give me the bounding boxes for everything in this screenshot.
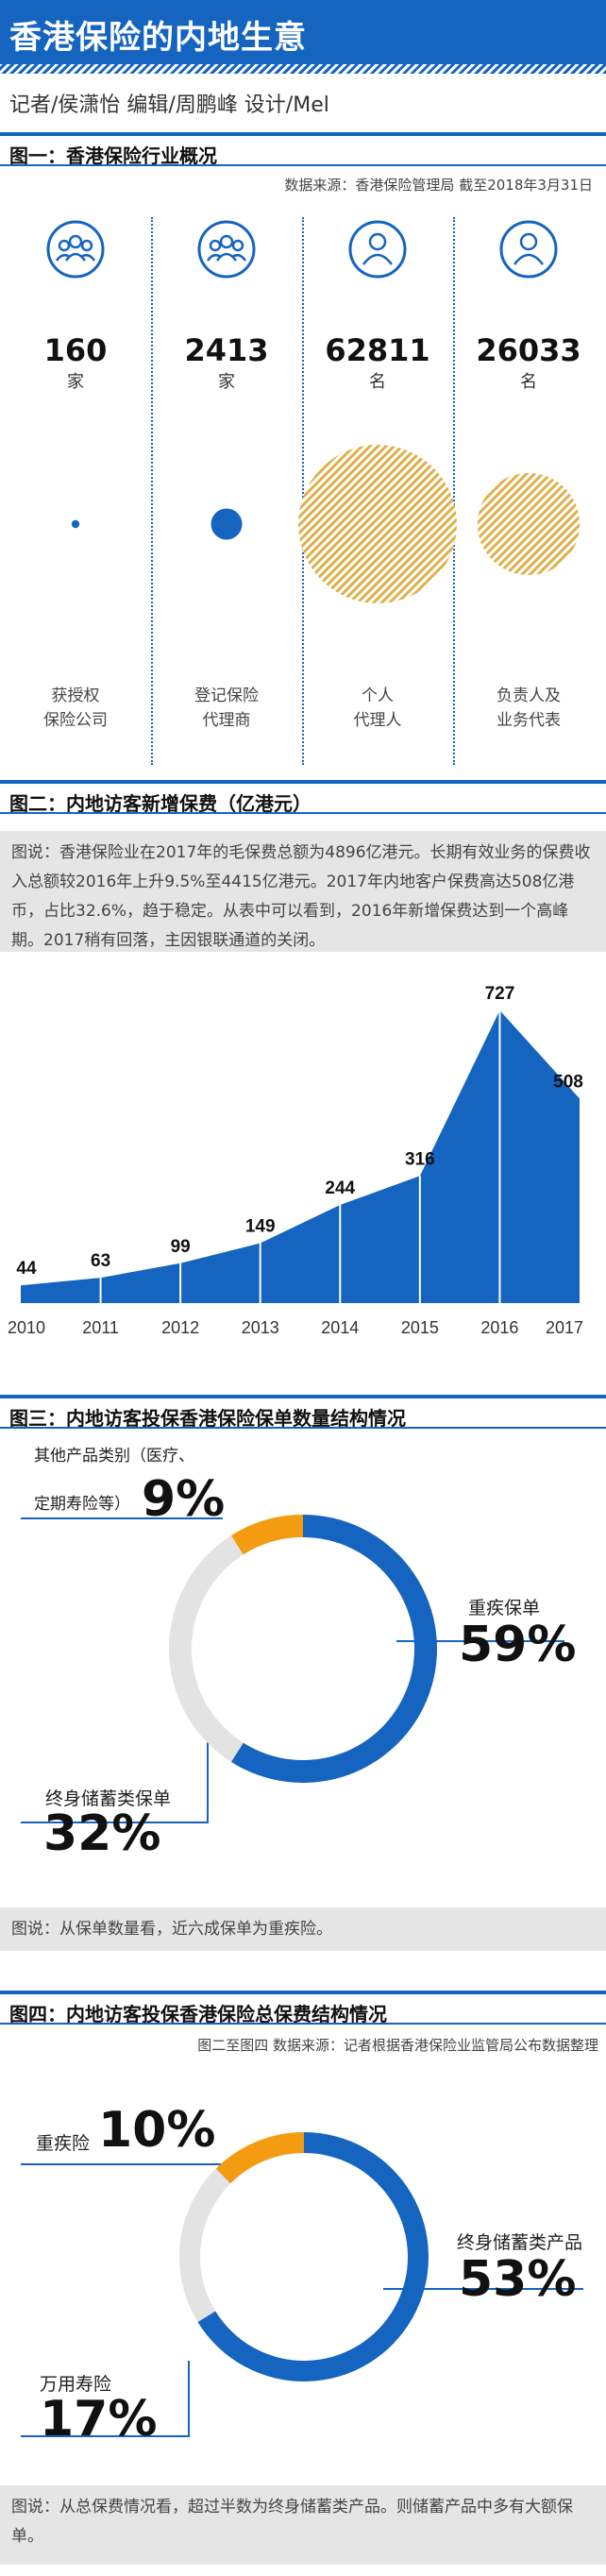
bubble-2413	[210, 508, 243, 540]
donut-chart-policy-count	[21, 1515, 564, 1823]
column-divider	[302, 217, 304, 765]
stat-name: 个人 代理人	[353, 686, 402, 730]
area-chart: 44 63 99 149 244 316 727 508 2010 2011 2012 2013 201…	[8, 984, 583, 1337]
data-label: 63	[91, 1251, 110, 1271]
stat-number: 26033	[476, 332, 581, 368]
stat-number: 62811	[325, 332, 430, 368]
bubble-160	[71, 519, 80, 529]
stat-unit: 家	[67, 372, 84, 392]
slice-critical-illness	[230, 1515, 437, 1783]
label-other-line1: 其他产品类别（医疗、	[34, 1447, 194, 1466]
section3-title: 图三：内地访客投保香港保险保单数量结构情况	[9, 1407, 406, 1430]
group-icon	[196, 219, 257, 280]
section2-title: 图二：内地访客新增保费（亿港元）	[9, 792, 311, 815]
area-series	[21, 1010, 580, 1303]
data-label: 316	[405, 1149, 435, 1169]
byline: 记者/侯潇怡 编辑/周鹏峰 设计/Mel	[9, 93, 329, 117]
stat-number: 2413	[184, 332, 269, 368]
x-tick-label: 2013	[242, 1318, 279, 1337]
label-universal-life: 万用寿险	[40, 2374, 112, 2395]
person-icon	[498, 219, 559, 280]
section2-heading: 图二：内地访客新增保费（亿港元）	[0, 780, 606, 815]
stat-name: 登记保险 代理商	[194, 686, 259, 730]
section3-caption: 图说：从保单数量看，近六成保单为重疾险。	[0, 1907, 606, 1951]
page-header: 香港保险的内地生意	[0, 0, 606, 74]
section4-heading: 图四：内地访客投保香港保险总保费结构情况	[0, 1991, 606, 2025]
person-icon	[347, 219, 408, 280]
section1-title: 图一：香港保险行业概况	[9, 144, 217, 167]
x-tick-label: 2017	[546, 1318, 583, 1337]
bubble-26033	[477, 472, 581, 576]
data-label: 508	[553, 1072, 583, 1092]
donut-chart-premium	[21, 2132, 583, 2437]
section1-heading: 图一：香港保险行业概况	[0, 132, 606, 167]
group-icon	[45, 219, 106, 280]
stat-unit: 家	[218, 372, 235, 392]
slice-critical-illness	[215, 2132, 304, 2184]
stat-name: 负责人及 业务代表	[497, 686, 561, 730]
label-savings-percent: 32%	[43, 1805, 161, 1862]
x-tick-label: 2011	[82, 1318, 119, 1337]
stat-number: 160	[43, 332, 108, 368]
label-critical-illness: 重疾险	[36, 2133, 91, 2154]
column-divider	[453, 217, 455, 765]
label-universal-life-percent: 17%	[40, 2391, 158, 2448]
label-savings-percent: 53%	[459, 2251, 577, 2308]
data-label: 149	[245, 1216, 276, 1236]
leader-line	[21, 1739, 209, 1823]
label-savings: 终身储蓄类保单	[45, 1788, 172, 1809]
leader-line	[21, 2361, 190, 2437]
label-critical-illness-percent: 10%	[98, 2102, 216, 2159]
section3-heading: 图三：内地访客投保香港保险保单数量结构情况	[0, 1395, 606, 1430]
label-other-line2: 定期寿险等）	[34, 1495, 130, 1514]
slice-savings	[169, 1535, 244, 1762]
slice-universal-life	[179, 2168, 231, 2322]
stat-name: 获授权 保险公司	[43, 686, 108, 730]
label-other-percent: 9%	[142, 1471, 226, 1528]
stat-unit: 名	[520, 372, 537, 392]
data-label: 99	[171, 1237, 191, 1257]
section4-caption: 图说：从总保费情况看，超过半数为终身储蓄类产品。则储蓄产品中多有大额保单。	[0, 2485, 606, 2565]
section4-source: 图二至图四 数据来源：记者根据香港保险业监管局公布数据整理	[197, 2037, 598, 2054]
data-label: 44	[16, 1259, 37, 1279]
x-tick-label: 2015	[401, 1318, 439, 1337]
data-label: 244	[325, 1178, 355, 1198]
bubble-62811	[298, 445, 457, 603]
x-tick-label: 2014	[321, 1318, 359, 1337]
stat-unit: 名	[369, 372, 386, 392]
data-label: 727	[485, 984, 515, 1004]
bubble-chart	[71, 445, 581, 603]
x-tick-label: 2016	[480, 1318, 518, 1337]
x-tick-label: 2010	[8, 1318, 45, 1337]
section4-title: 图四：内地访客投保香港保险总保费结构情况	[9, 2003, 387, 2025]
section1-source: 数据来源：香港保险管理局 截至2018年3月31日	[284, 177, 593, 194]
column-divider	[151, 217, 153, 765]
section2-caption: 图说：香港保险业在2017年的毛保费总额为4896亿港元。长期有效业务的保费收入…	[0, 831, 606, 952]
header-stripe	[0, 64, 606, 74]
label-critical-illness: 重疾保单	[468, 1598, 541, 1618]
x-tick-label: 2012	[161, 1318, 199, 1337]
page-title: 香港保险的内地生意	[9, 19, 307, 57]
label-critical-illness-percent: 59%	[459, 1617, 577, 1673]
label-savings: 终身储蓄类产品	[457, 2232, 583, 2253]
slice-other	[230, 1515, 303, 1555]
